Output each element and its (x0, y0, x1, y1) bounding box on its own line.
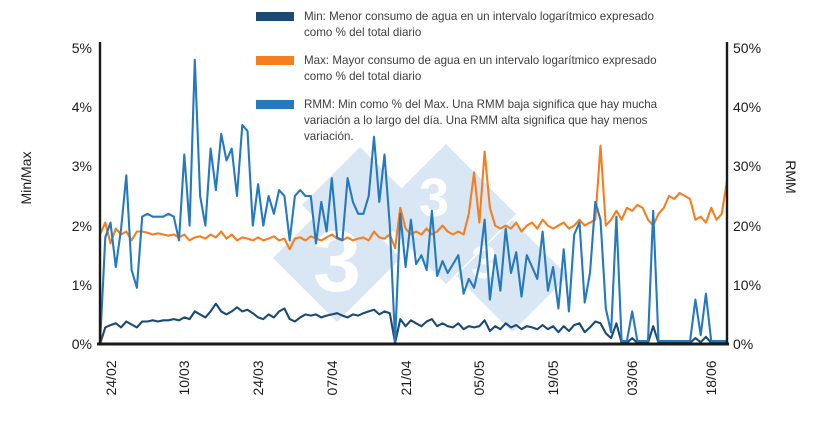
legend-item-max: Max: Mayor consumo de agua en un interva… (256, 53, 740, 84)
x-axis-tick-label: 19/05 (545, 360, 562, 396)
left-axis-title: Min/Max (18, 151, 34, 205)
watermark-diamond (273, 194, 402, 323)
x-axis-tick-label: 24/03 (250, 360, 267, 396)
x-axis-tick-label: 21/04 (397, 360, 414, 396)
right-axis-tick-label: 0% (733, 336, 754, 352)
x-axis-tick-label: 03/06 (624, 360, 641, 396)
legend-text-rmm: RMM: Min como % del Max. Una RMM baja si… (304, 98, 658, 143)
legend: Min: Menor consumo de agua en un interva… (256, 9, 740, 144)
min-line (98, 302, 729, 346)
left-axis-tick-label: 2% (71, 217, 92, 234)
rmm-line (98, 58, 729, 346)
right-axis-tick-label: 50% (733, 40, 762, 56)
legend-text-min: Min: Menor consumo de agua en un interva… (304, 10, 654, 39)
legend-swatch-min (256, 12, 294, 21)
x-axis-tick-label: 07/04 (323, 360, 340, 396)
legend-text-max: Max: Mayor consumo de agua en un interva… (304, 54, 657, 83)
x-axis-tick-label: 10/03 (176, 360, 193, 396)
right-axis-tick-label: 40% (733, 99, 762, 116)
right-axis-tick-label: 20% (733, 217, 762, 234)
left-axis-tick-label: 3% (71, 158, 92, 175)
legend-item-rmm: RMM: Min como % del Max. Una RMM baja si… (256, 97, 740, 144)
x-axis-tick-label: 18/06 (703, 360, 720, 396)
right-axis-title: RMM (783, 160, 799, 194)
left-axis-tick-label: 1% (71, 276, 92, 293)
right-axis-tick-label: 10% (733, 276, 762, 293)
left-axis-tick-label: 4% (71, 99, 92, 116)
legend-item-min: Min: Menor consumo de agua en un interva… (256, 9, 740, 40)
left-axis-tick-label: 5% (71, 40, 92, 56)
right-axis-tick-label: 30% (733, 158, 762, 175)
x-axis-tick-label: 05/05 (471, 360, 488, 396)
x-axis-tick-label: 24/02 (102, 360, 119, 396)
watermark-digit: 3 (419, 168, 449, 228)
legend-swatch-max (256, 56, 294, 66)
left-axis-tick-label: 0% (71, 336, 92, 352)
legend-swatch-rmm (256, 100, 294, 110)
